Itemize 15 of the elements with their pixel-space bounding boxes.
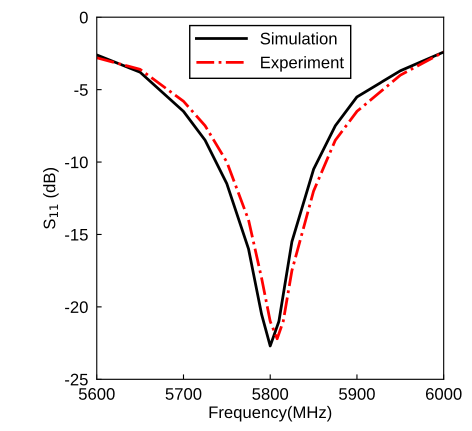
y-tick-label: -20 — [65, 301, 88, 314]
x-tick-label: 5800 — [252, 388, 288, 400]
x-axis-title: Frequency(MHz) — [210, 406, 332, 422]
x-tick-label: 6000 — [426, 388, 462, 400]
legend-label: Experiment — [261, 56, 344, 72]
y-tick-label: -10 — [65, 156, 88, 168]
y-axis-title: S$_{11}$ (dB) — [43, 168, 59, 229]
x-tick-label: 5700 — [166, 388, 202, 400]
x-tick-label: 5900 — [339, 388, 375, 400]
x-tick-label: 5600 — [78, 388, 115, 400]
y-tick-label: -15 — [65, 229, 88, 241]
y-tick-label: -25 — [65, 374, 88, 386]
y-tick-label: 0 — [80, 12, 88, 24]
legend-label: Simulation — [260, 32, 336, 44]
y-tick-label: -5 — [74, 84, 88, 96]
